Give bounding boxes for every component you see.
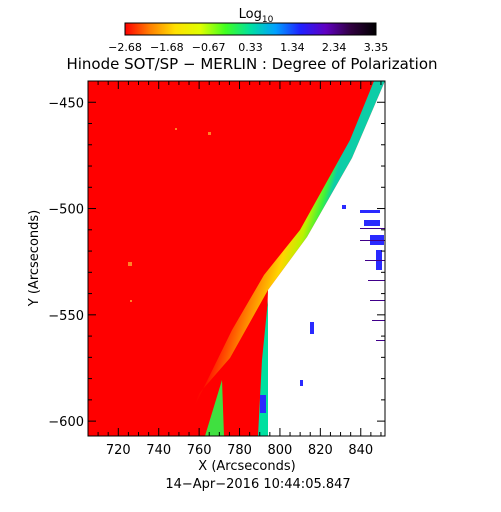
x-axis: 720 740 760 780 800 820 840 bbox=[97, 81, 382, 458]
colorbar-tick-label: 2.34 bbox=[322, 41, 347, 54]
colorbar-tick-label: −1.68 bbox=[150, 41, 184, 54]
x-tick-label: 800 bbox=[268, 443, 293, 458]
y-axis: −450 −500 −550 −600 bbox=[48, 96, 385, 430]
colorbar-title: Log10 bbox=[239, 7, 274, 25]
limb-gradient-band bbox=[162, 81, 385, 436]
colorbar-tick-label: 1.34 bbox=[280, 41, 305, 54]
y-tick-label: −600 bbox=[48, 415, 84, 430]
vertical-streak bbox=[205, 380, 224, 436]
heatmap bbox=[88, 81, 385, 436]
y-tick-label: −550 bbox=[48, 309, 84, 324]
off-limb-stripes bbox=[360, 228, 385, 341]
y-axis-label: Y (Arcseconds) bbox=[27, 210, 42, 307]
x-tick-label: 760 bbox=[187, 443, 212, 458]
colorbar bbox=[124, 22, 377, 36]
x-tick-label: 840 bbox=[348, 443, 373, 458]
x-tick-label: 720 bbox=[106, 443, 131, 458]
y-tick-label: −500 bbox=[48, 203, 84, 218]
off-limb-region bbox=[265, 81, 385, 436]
colorbar-tick-labels: −2.68 −1.68 −0.67 0.33 1.34 2.34 3.35 bbox=[108, 41, 388, 54]
x-axis-label: X (Arcseconds) bbox=[198, 459, 295, 474]
x-tick-label: 740 bbox=[146, 443, 171, 458]
disk-speckles bbox=[128, 128, 211, 302]
chart-title: Hinode SOT/SP − MERLIN : Degree of Polar… bbox=[66, 55, 437, 73]
colorbar-tick-label: 0.33 bbox=[238, 41, 263, 54]
y-tick-label: −450 bbox=[48, 96, 84, 111]
colorbar-tick-label: 3.35 bbox=[364, 41, 389, 54]
colorbar-tick-label: −0.67 bbox=[192, 41, 226, 54]
plot-frame bbox=[87, 80, 386, 437]
x-tick-label: 780 bbox=[227, 443, 252, 458]
timestamp: 14−Apr−2016 10:44:05.847 bbox=[165, 477, 350, 492]
x-tick-label: 820 bbox=[308, 443, 333, 458]
colorbar-tick-label: −2.68 bbox=[108, 41, 142, 54]
